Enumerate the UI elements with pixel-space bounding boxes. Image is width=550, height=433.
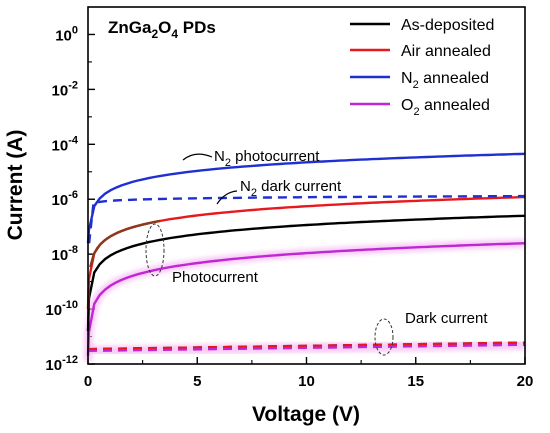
x-tick-label: 10 <box>298 373 315 390</box>
n2-dark-current-arrow <box>216 190 238 205</box>
legend-label-air-annealed: Air annealed <box>401 43 491 60</box>
legend-label-o2-annealed: O2 annealed <box>401 97 490 118</box>
y-axis-label: Current (A) <box>4 130 27 241</box>
legend: As-deposited Air annealed N2 annealed O2… <box>350 17 494 118</box>
n2-photocurrent-label: N2 photocurrent <box>214 148 320 169</box>
chart-title: ZnGa2O4 PDs <box>108 18 216 41</box>
x-axis-label: Voltage (V) <box>252 403 360 426</box>
dark-current-marker-ellipse <box>374 318 394 356</box>
x-tick-label: 15 <box>407 373 424 390</box>
x-tick-label: 0 <box>84 373 92 390</box>
axis-ticks: 0 5 10 15 20 100 10-2 10-4 10-6 10-8 10-10 10-12 <box>45 24 533 390</box>
n2-annealed-photocurrent-line <box>86 152 526 244</box>
y-tick-label: 10-12 <box>45 354 78 374</box>
n2-dark-current-label: N2 dark current <box>240 178 342 199</box>
photocurrent-marker-ellipse <box>145 223 165 277</box>
air-annealed-dark-current-line <box>87 341 526 351</box>
y-tick-label: 10-10 <box>45 299 78 319</box>
as-deposited-photocurrent-line <box>86 214 526 332</box>
x-tick-label: 20 <box>517 373 534 390</box>
n2-photocurrent-arrow <box>182 153 213 161</box>
plot-frame <box>87 6 526 365</box>
y-tick-label: 10-8 <box>52 244 78 264</box>
air-annealed-photocurrent-overlap <box>89 219 161 268</box>
y-tick-label: 100 <box>55 24 78 44</box>
legend-label-n2-annealed: N2 annealed <box>401 70 489 91</box>
legend-label-as-deposited: As-deposited <box>401 17 494 34</box>
o2-annealed-dark-current-line <box>87 343 526 353</box>
y-tick-label: 10-4 <box>52 134 79 154</box>
annotations: N2 photocurrent N2 dark current Photocur… <box>145 148 488 356</box>
curves <box>83 152 526 362</box>
dark-current-label: Dark current <box>405 310 488 327</box>
x-tick-label: 5 <box>193 373 201 390</box>
y-tick-label: 10-2 <box>52 79 78 99</box>
n2-annealed-dark-current-line <box>87 194 525 244</box>
photocurrent-label: Photocurrent <box>172 269 259 286</box>
y-tick-label: 10-6 <box>52 189 78 209</box>
o2-annealed-photocurrent-line <box>86 242 526 356</box>
